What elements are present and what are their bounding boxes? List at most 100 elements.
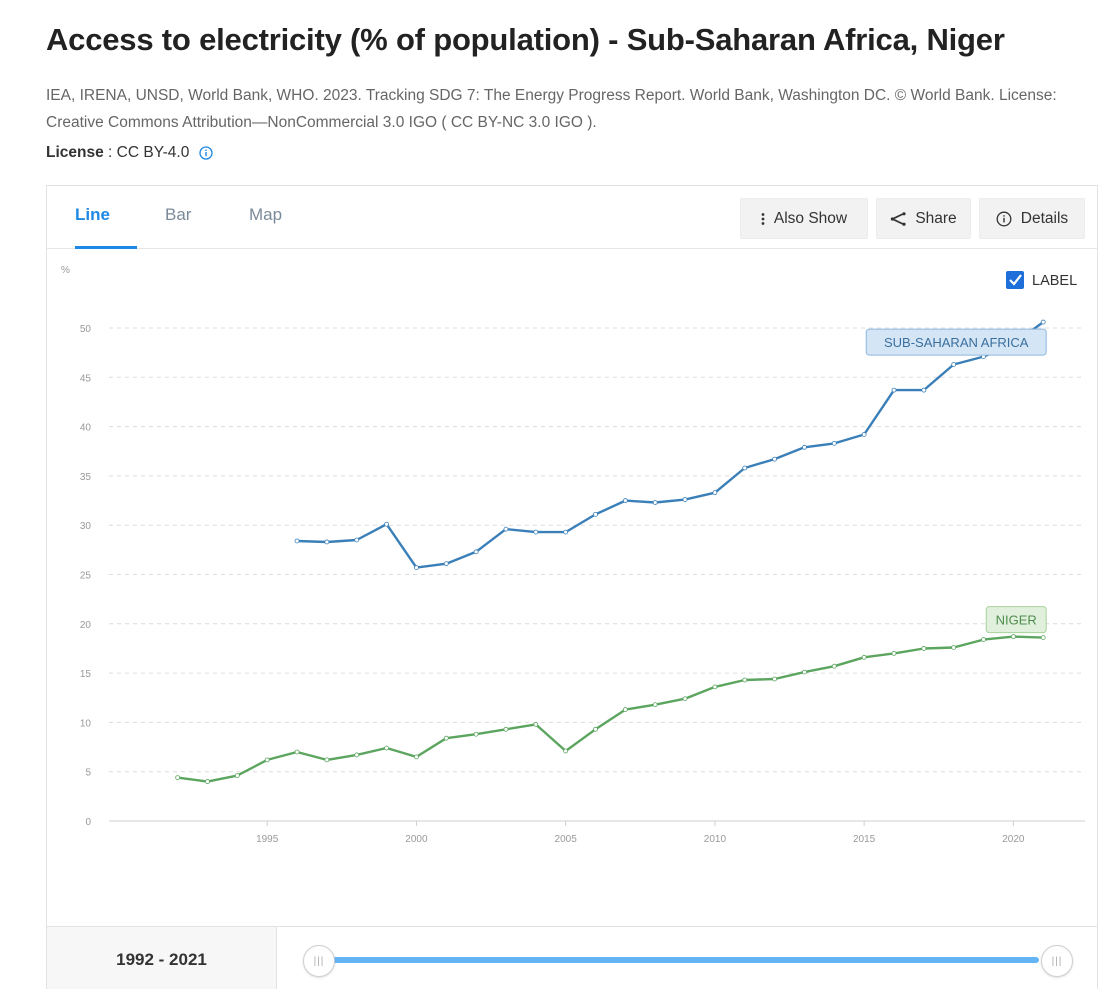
label-toggle-text: LABEL <box>1032 273 1077 289</box>
y-tick-label: 0 <box>85 817 91 828</box>
data-point[interactable] <box>951 362 957 367</box>
page-title: Access to electricity (% of population) … <box>46 22 1005 57</box>
chart-tabbar: Line Bar Map Also Show Share Details <box>47 186 1097 249</box>
data-point[interactable] <box>593 726 598 732</box>
data-point[interactable] <box>951 645 957 650</box>
also-show-label: Also Show <box>773 209 848 227</box>
data-point[interactable] <box>981 637 986 642</box>
data-point[interactable] <box>891 387 897 393</box>
y-tick-label: 15 <box>80 669 92 680</box>
y-tick-label: 35 <box>80 472 92 483</box>
y-axis-unit-label: % <box>61 265 70 276</box>
series-label-badge <box>865 328 1047 356</box>
data-point[interactable] <box>682 497 688 502</box>
data-point[interactable] <box>473 731 479 737</box>
checkmark-icon <box>1009 274 1022 286</box>
data-point[interactable] <box>831 663 837 669</box>
data-point[interactable] <box>354 752 360 758</box>
data-point[interactable] <box>354 537 360 543</box>
data-point[interactable] <box>652 500 658 505</box>
data-point[interactable] <box>1010 634 1016 640</box>
label-checkbox[interactable] <box>1006 271 1024 289</box>
data-point[interactable] <box>802 444 807 450</box>
y-tick-label: 40 <box>80 423 92 434</box>
y-tick-label: 10 <box>80 718 92 729</box>
data-point[interactable] <box>772 456 777 462</box>
license-value: CC BY-4.0 <box>116 144 190 161</box>
chart-gridlines <box>109 327 1085 822</box>
data-point[interactable] <box>861 432 867 437</box>
data-point[interactable] <box>861 654 867 660</box>
y-tick-label: 20 <box>80 620 92 631</box>
data-point[interactable] <box>503 726 509 732</box>
series-label-text: NIGER <box>996 613 1037 628</box>
data-point[interactable] <box>563 529 569 535</box>
series-line-0[interactable] <box>296 321 1044 569</box>
y-tick-label: 30 <box>80 521 92 532</box>
data-point[interactable] <box>563 748 569 754</box>
data-point[interactable] <box>891 650 897 656</box>
y-tick-label: 45 <box>80 373 92 384</box>
info-circle-icon <box>996 211 1012 227</box>
data-point[interactable] <box>742 677 748 683</box>
tab-map[interactable]: Map <box>249 205 283 224</box>
data-point[interactable] <box>712 490 718 496</box>
range-slider-track[interactable] <box>321 957 1039 963</box>
data-point[interactable] <box>443 561 449 567</box>
data-point[interactable] <box>533 529 539 535</box>
tab-bar[interactable]: Bar <box>165 205 192 224</box>
more-vertical-icon <box>761 212 765 226</box>
data-point[interactable] <box>264 757 270 763</box>
series-label-text: SUB-SAHARAN AFRICA <box>884 335 1029 350</box>
range-label: 1992 - 2021 <box>47 927 277 989</box>
data-point[interactable] <box>294 749 300 755</box>
data-point[interactable] <box>712 684 718 690</box>
label-toggle[interactable]: LABEL <box>1006 271 1077 289</box>
data-point[interactable] <box>324 757 330 763</box>
data-point[interactable] <box>384 745 389 751</box>
x-tick-label: 2005 <box>555 834 578 845</box>
data-point[interactable] <box>384 521 389 527</box>
data-point[interactable] <box>593 511 598 517</box>
data-point[interactable] <box>1040 319 1046 325</box>
series-line-1[interactable] <box>177 635 1044 783</box>
data-point[interactable] <box>443 735 449 741</box>
share-button[interactable]: Share <box>876 198 971 239</box>
data-point[interactable] <box>652 702 658 708</box>
y-tick-label: 25 <box>80 571 92 582</box>
data-point[interactable] <box>921 646 927 651</box>
data-point[interactable] <box>831 440 837 446</box>
citation-text: IEA, IRENA, UNSD, World Bank, WHO. 2023.… <box>46 87 1057 131</box>
range-slider-end-handle[interactable]: ||| <box>1041 945 1073 977</box>
data-point[interactable] <box>802 669 807 675</box>
data-point[interactable] <box>234 773 240 779</box>
x-tick-label: 2000 <box>405 834 428 845</box>
x-tick-label: 2020 <box>1002 834 1025 845</box>
share-label: Share <box>915 209 957 227</box>
data-point[interactable] <box>473 549 479 555</box>
info-icon[interactable] <box>199 146 213 160</box>
data-point[interactable] <box>294 538 300 544</box>
data-point[interactable] <box>921 387 927 393</box>
data-point[interactable] <box>324 539 330 545</box>
range-slider-start-handle[interactable]: ||| <box>303 945 335 977</box>
data-point[interactable] <box>533 721 539 727</box>
share-icon <box>890 211 906 226</box>
details-button[interactable]: Details <box>979 198 1085 239</box>
tab-line[interactable]: Line <box>75 186 137 249</box>
data-point[interactable] <box>175 775 181 781</box>
data-point[interactable] <box>414 754 419 760</box>
data-point[interactable] <box>1040 635 1046 641</box>
also-show-button[interactable]: Also Show <box>740 198 868 239</box>
license-separator: : <box>103 144 117 161</box>
data-point[interactable] <box>503 526 509 532</box>
data-point[interactable] <box>414 565 419 570</box>
data-point[interactable] <box>622 707 628 712</box>
data-point[interactable] <box>205 779 210 784</box>
data-point[interactable] <box>682 696 688 702</box>
data-point[interactable] <box>622 498 628 503</box>
chart-panel: Line Bar Map Also Show Share Details 0 5 1… <box>46 185 1098 989</box>
y-tick-label: 5 <box>85 768 91 779</box>
data-point[interactable] <box>772 676 777 682</box>
data-point[interactable] <box>742 465 748 471</box>
